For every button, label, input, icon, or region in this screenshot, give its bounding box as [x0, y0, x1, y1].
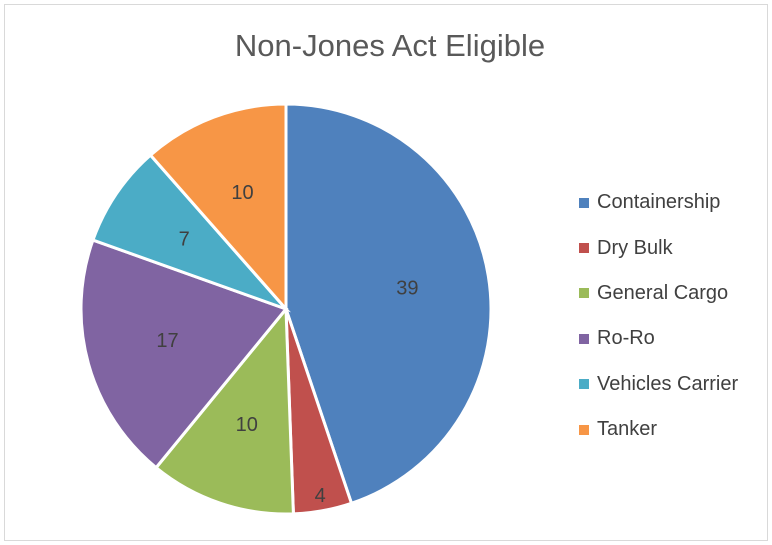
data-label-vehicles-carrier: 7 [179, 228, 190, 250]
legend-item-vehicles-carrier: Vehicles Carrier [579, 362, 738, 407]
pie-slice-tanker [148, 102, 288, 313]
legend-swatch [579, 424, 589, 435]
legend-swatch [579, 288, 589, 299]
data-label-dry-bulk: 4 [315, 485, 326, 507]
legend-swatch [579, 333, 589, 344]
pie-slice-containership [284, 102, 493, 506]
pie-slices [79, 102, 493, 516]
data-label-tanker: 10 [231, 182, 253, 204]
legend-item-ro-ro: Ro-Ro [579, 316, 738, 361]
legend-item-general-cargo: General Cargo [579, 271, 738, 316]
chart-title: Non-Jones Act Eligible [234, 28, 546, 63]
chart-legend: Containership Dry Bulk General Cargo Ro-Ro V… [579, 180, 738, 452]
legend-label: General Cargo [597, 281, 729, 304]
legend-label: Containership [597, 191, 721, 214]
data-label-containership: 39 [396, 277, 418, 299]
legend-label: Ro-Ro [597, 327, 655, 350]
legend-swatch [579, 379, 589, 390]
legend-label: Tanker [597, 418, 658, 441]
legend-item-dry-bulk: Dry Bulk [579, 225, 738, 270]
data-label-general-cargo: 10 [236, 414, 258, 436]
legend-item-containership: Containership [579, 180, 738, 225]
legend-label: Dry Bulk [597, 236, 673, 259]
data-label-ro-ro: 17 [156, 330, 178, 352]
legend-swatch [579, 243, 589, 254]
legend-swatch [579, 197, 589, 208]
pie-slice-ro-ro [79, 238, 289, 470]
pie-slice-general-cargo [154, 304, 295, 516]
pie-data-labels: 39 4 10 17 7 10 [156, 182, 418, 507]
legend-item-tanker: Tanker [579, 407, 738, 452]
pie-slice-vehicles-carrier [91, 153, 291, 313]
legend-label: Vehicles Carrier [597, 372, 739, 395]
